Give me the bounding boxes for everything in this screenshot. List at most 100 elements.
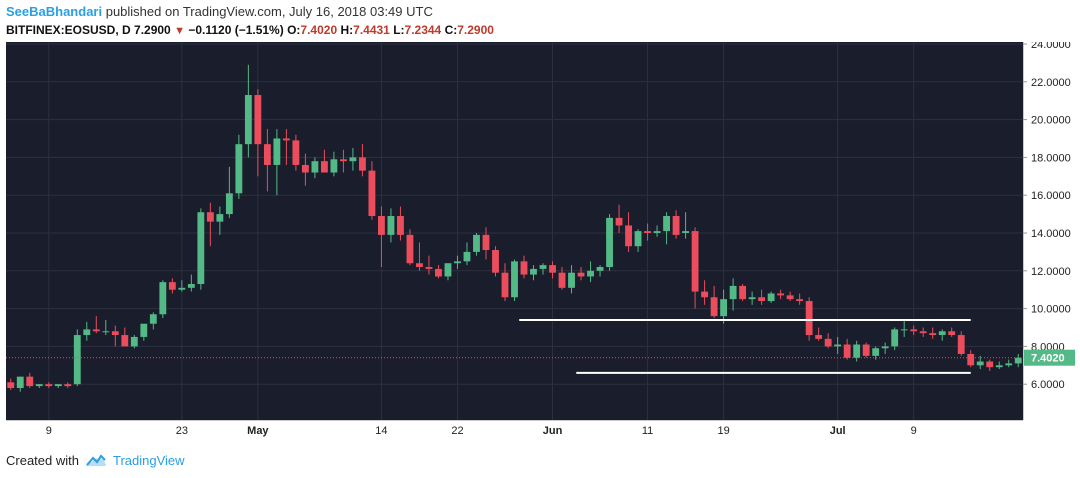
- current-price-label: 7.4020: [1031, 353, 1065, 365]
- candle-body-up: [834, 344, 842, 347]
- candle-body-down: [254, 95, 262, 145]
- footer: Created with TradingView: [6, 448, 185, 472]
- candle-body-down: [796, 299, 804, 302]
- x-tick-label: 9: [46, 425, 52, 437]
- x-tick-label: Jul: [830, 425, 846, 437]
- candle-body-down: [862, 344, 870, 356]
- candle-body-down: [301, 164, 309, 173]
- candle-body-up: [387, 215, 395, 235]
- x-tick-label: 19: [717, 425, 729, 437]
- candle-body-down: [739, 285, 747, 300]
- candlestick-chart[interactable]: 6.00008.000010.000012.000014.000016.0000…: [6, 39, 1076, 440]
- candle-body-down: [435, 268, 442, 277]
- candle-body-down: [64, 384, 72, 387]
- symbol-label: BITFINEX:EOSUSD, D: [6, 23, 131, 37]
- candle-body-down: [26, 376, 34, 387]
- candle-body-down: [577, 272, 585, 277]
- high-value: 7.4431: [353, 23, 390, 37]
- candle-body-up: [244, 95, 252, 145]
- candle-body-up: [1014, 357, 1022, 364]
- candle-body-down: [758, 297, 766, 302]
- candle-body-down: [691, 231, 699, 292]
- candle-body-up: [35, 384, 43, 387]
- candle-body-up: [16, 376, 24, 388]
- candle-body-down: [786, 295, 794, 300]
- y-tick-label: 12.0000: [1031, 266, 1071, 278]
- candle-body-down: [492, 250, 499, 273]
- candle-body-up: [530, 268, 537, 275]
- candle-body-up: [568, 272, 575, 288]
- chart-header: SeeBaBhandari published on TradingView.c…: [6, 2, 1076, 42]
- candle-body-down: [986, 361, 994, 368]
- price-axis-background: [1023, 42, 1076, 440]
- current-price-badge: [1024, 349, 1075, 366]
- triangle-down-icon: ▼: [174, 25, 185, 37]
- candle-body-up: [197, 212, 205, 285]
- candle-body-down: [549, 265, 556, 273]
- candle-body-down: [416, 263, 423, 268]
- candle-body-down: [168, 282, 176, 290]
- publish-line: SeeBaBhandari published on TradingView.c…: [6, 2, 1076, 21]
- y-tick-label: 24.0000: [1031, 42, 1071, 51]
- candle-body-down: [815, 335, 823, 339]
- author-link[interactable]: SeeBaBhandari: [6, 4, 103, 19]
- candle-body-up: [102, 331, 110, 333]
- candle-body-down: [615, 217, 623, 226]
- candle-body-down: [957, 335, 965, 354]
- candle-body-up: [454, 261, 461, 264]
- candle-body-down: [710, 297, 718, 317]
- y-tick-label: 22.0000: [1031, 77, 1071, 89]
- candle-body-down: [701, 291, 709, 298]
- plot-background: [6, 42, 1023, 420]
- candle-body-down: [644, 231, 651, 233]
- candle-body-up: [444, 263, 452, 277]
- candle-body-up: [54, 384, 62, 387]
- candle-body-up: [872, 348, 880, 356]
- candle-body-down: [910, 329, 918, 332]
- candle-body-down: [397, 215, 404, 235]
- y-tick-label: 6.0000: [1031, 379, 1065, 391]
- time-axis-background: [6, 420, 1023, 440]
- tradingview-brand-label: TradingView: [112, 452, 185, 468]
- candle-body-up: [976, 361, 984, 366]
- candle-body-down: [292, 140, 300, 165]
- candle-body-up: [938, 331, 946, 336]
- x-tick-label: 23: [176, 425, 188, 437]
- candle-body-down: [558, 272, 566, 288]
- candle-body-up: [178, 287, 186, 290]
- chart-area[interactable]: 6.0000 8.0000 10.0000 12.0000 14.0000 16.0000…: [6, 39, 1076, 440]
- candle-body-up: [235, 144, 243, 194]
- candle-body-up: [311, 161, 319, 173]
- candle-body-up: [539, 265, 547, 269]
- tradingview-link[interactable]: TradingView: [85, 453, 185, 468]
- candle-body-up: [140, 323, 148, 337]
- x-tick-label: May: [247, 425, 269, 437]
- candle-body-down: [425, 267, 433, 269]
- low-value: 7.2344: [404, 23, 442, 37]
- candle-body-up: [225, 193, 233, 215]
- y-tick-label: 10.0000: [1031, 304, 1071, 316]
- candle-body-up: [463, 251, 471, 262]
- tradingview-cloud-icon: [85, 454, 106, 466]
- candle-body-down: [378, 215, 385, 235]
- x-tick-label: 9: [911, 425, 917, 437]
- candle-body-up: [187, 284, 195, 288]
- candle-body-up: [273, 138, 281, 165]
- price-change: −0.1120 (−1.51%): [188, 23, 284, 37]
- candle-body-down: [625, 225, 632, 247]
- candle-body-up: [596, 267, 604, 271]
- low-label: L:: [393, 23, 405, 37]
- candle-body-down: [282, 138, 290, 141]
- candle-body-up: [748, 297, 756, 300]
- candle-body-up: [73, 335, 81, 385]
- candle-body-down: [263, 144, 271, 165]
- open-label: O:: [287, 23, 301, 37]
- open-value: 7.4020: [300, 23, 338, 37]
- candle-body-down: [520, 261, 528, 275]
- candle-body-down: [482, 234, 490, 251]
- candle-body-down: [45, 384, 53, 387]
- candle-body-down: [7, 382, 15, 388]
- candle-body-down: [501, 272, 509, 298]
- candle-body-up: [511, 261, 518, 298]
- candle-body-down: [368, 170, 376, 216]
